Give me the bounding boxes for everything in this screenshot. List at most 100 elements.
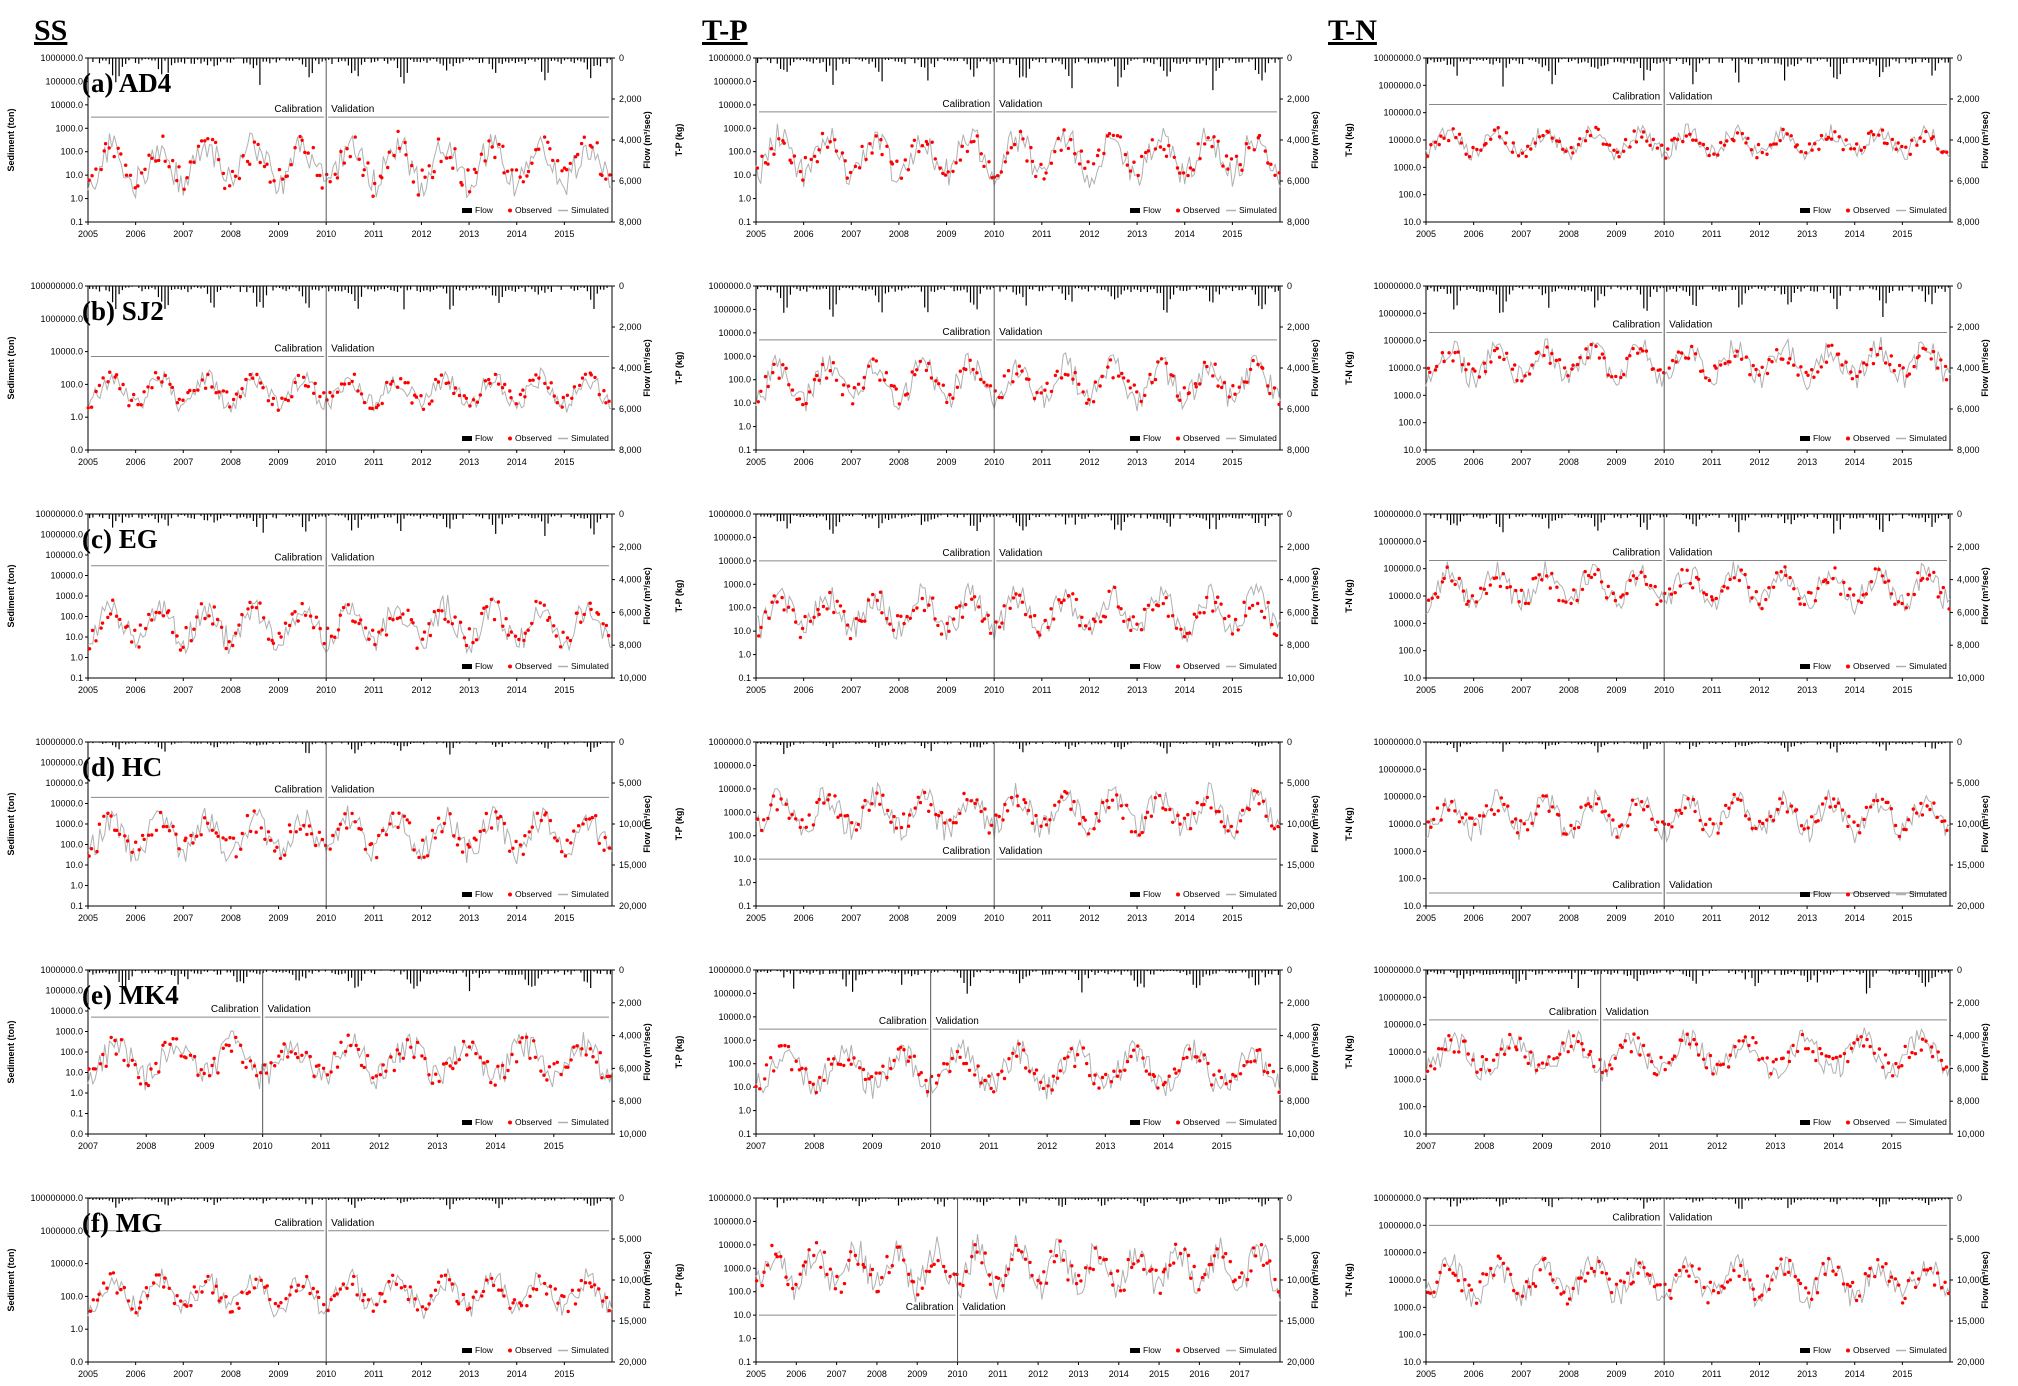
observed-point — [607, 846, 612, 850]
observed-point — [420, 168, 424, 172]
panel-label: (d) HC — [82, 752, 162, 782]
legend-observed-swatch — [1176, 436, 1180, 441]
observed-point — [580, 1047, 584, 1051]
observed-point — [1786, 361, 1790, 365]
legend-simulated-label: Simulated — [1239, 433, 1277, 443]
observed-point — [604, 401, 608, 405]
observed-point — [221, 1046, 225, 1050]
x-tick-label: 2005 — [1416, 457, 1436, 467]
observed-point — [989, 823, 994, 827]
observed-point — [827, 793, 832, 797]
observed-point — [604, 177, 608, 181]
observed-point — [1496, 126, 1500, 130]
observed-point — [451, 166, 455, 170]
x-tick-label: 2012 — [1749, 457, 1769, 467]
observed-point — [270, 638, 274, 643]
y-tick-label: 100.0 — [60, 147, 83, 157]
observed-point — [1489, 808, 1494, 812]
y2-tick-label: 6,000 — [619, 1063, 642, 1073]
x-tick-label: 2010 — [984, 685, 1004, 695]
observed-point — [1750, 596, 1754, 600]
observed-point — [1460, 363, 1465, 367]
x-tick-label: 2015 — [1212, 1141, 1232, 1151]
observed-point — [1799, 150, 1803, 154]
x-tick-label: 2015 — [554, 913, 574, 923]
y2-tick-label: 2,000 — [619, 322, 642, 332]
observed-point — [1095, 153, 1100, 158]
observed-point — [192, 388, 196, 393]
y2-tick-label: 0 — [1287, 281, 1292, 291]
x-tick-label: 2015 — [1222, 913, 1242, 923]
observed-point — [1628, 145, 1632, 149]
x-tick-label: 2013 — [459, 913, 479, 923]
observed-point — [939, 632, 944, 636]
observed-point — [86, 406, 90, 410]
y-tick-label: 0.1 — [738, 673, 751, 683]
observed-point — [1561, 147, 1565, 151]
observed-point — [569, 841, 573, 845]
observed-point — [579, 620, 583, 624]
y-tick-label: 100000.0 — [45, 986, 83, 996]
y2-tick-label: 6,000 — [619, 404, 642, 414]
observed-point — [1023, 801, 1028, 805]
observed-point — [359, 827, 363, 831]
observed-point — [1211, 374, 1215, 378]
observed-point — [1202, 360, 1207, 365]
observed-point — [833, 138, 837, 142]
simulated-line — [87, 132, 613, 200]
observed-point — [1885, 141, 1889, 146]
y-tick-label: 0.1 — [738, 217, 751, 227]
observed-point — [1132, 160, 1136, 164]
observed-point — [1102, 151, 1106, 156]
observed-point — [175, 178, 179, 183]
observed-point — [1653, 584, 1657, 589]
y-tick-label: 0.1 — [70, 901, 83, 911]
observed-point — [1018, 593, 1022, 597]
observed-point — [1510, 150, 1515, 154]
observed-point — [1093, 380, 1098, 384]
observed-point — [1720, 589, 1724, 593]
x-tick-label: 2013 — [1797, 685, 1817, 695]
observed-point — [158, 810, 163, 815]
observed-point — [958, 811, 962, 816]
observed-point — [1025, 159, 1029, 163]
observed-point — [1242, 600, 1246, 604]
observed-point — [798, 825, 802, 830]
observed-point — [1918, 136, 1922, 140]
observed-point — [97, 383, 102, 388]
observed-point — [905, 392, 910, 396]
observed-point — [1227, 614, 1231, 618]
observed-point — [1648, 143, 1652, 147]
observed-point — [1804, 151, 1808, 155]
observed-point — [1725, 139, 1729, 143]
observed-point — [240, 387, 244, 391]
observed-point — [199, 139, 204, 143]
observed-point — [1091, 162, 1096, 166]
observed-point — [1744, 141, 1748, 145]
observed-point — [212, 1056, 216, 1061]
observed-point — [1840, 363, 1844, 367]
observed-point — [1257, 802, 1261, 806]
observed-point — [216, 157, 221, 162]
y-tick-label: 100000.0 — [713, 304, 751, 314]
observed-point — [521, 852, 525, 856]
observed-point — [1233, 617, 1238, 622]
observed-point — [896, 1047, 901, 1051]
observed-point — [846, 384, 851, 388]
observed-point — [607, 1074, 612, 1078]
observed-point — [246, 607, 250, 611]
observed-point — [804, 825, 808, 829]
y2-tick-label: 2,000 — [619, 542, 642, 552]
legend-flow-swatch — [1800, 664, 1810, 669]
observed-point — [1069, 807, 1073, 811]
observed-point — [1789, 134, 1793, 138]
observed-point — [1028, 615, 1033, 619]
observed-point — [913, 373, 917, 377]
observed-point — [1696, 577, 1701, 581]
observed-point — [391, 618, 395, 622]
observed-point — [1094, 811, 1098, 816]
observed-point — [1206, 136, 1210, 140]
observed-point — [266, 830, 271, 834]
legend-observed-swatch — [508, 436, 512, 441]
observed-point — [1577, 825, 1581, 830]
